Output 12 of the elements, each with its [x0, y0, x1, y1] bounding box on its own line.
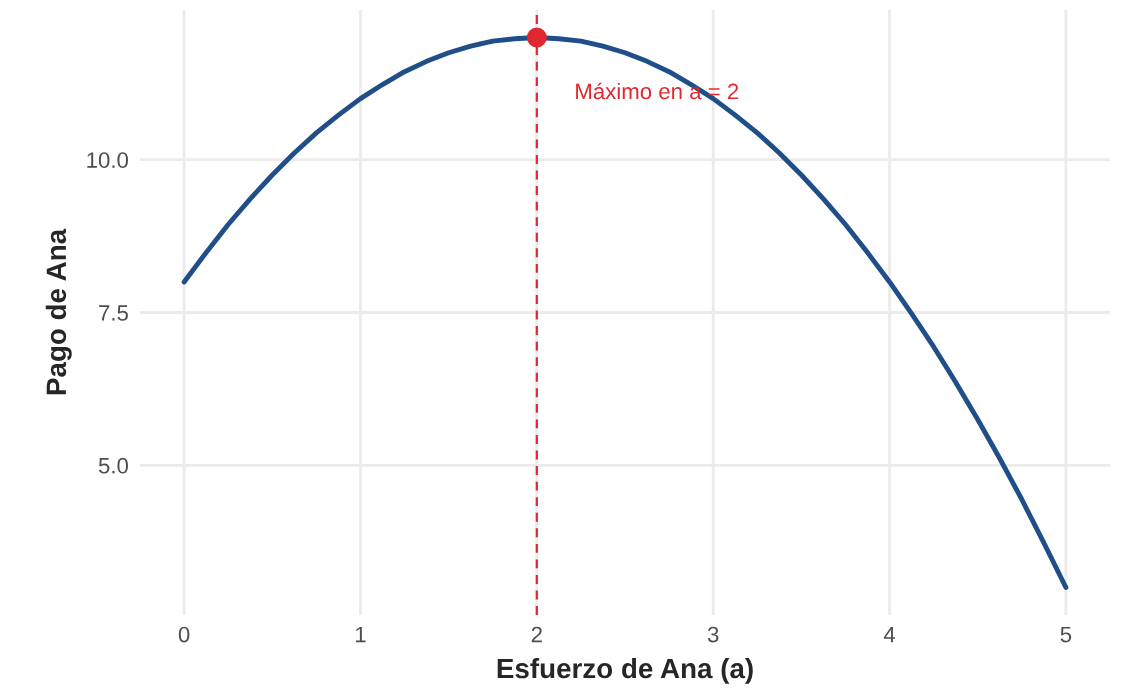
x-tick-label: 3: [707, 626, 719, 643]
y-tick-label: 7.5: [99, 305, 128, 321]
x-axis-title: Esfuerzo de Ana (a): [497, 657, 753, 684]
x-tick-label: 2: [531, 626, 542, 643]
x-tick-label: 1: [355, 626, 366, 643]
x-tick-label: 0: [178, 626, 190, 643]
y-tick-label: 10.0: [87, 152, 129, 168]
y-axis-title: Pago de Ana: [45, 228, 72, 395]
x-tick-label: 5: [1060, 626, 1072, 643]
x-tick-label: 4: [883, 626, 896, 643]
y-tick-label: 5.0: [98, 457, 129, 474]
annotation: Máximo en a = 2: [576, 82, 739, 100]
